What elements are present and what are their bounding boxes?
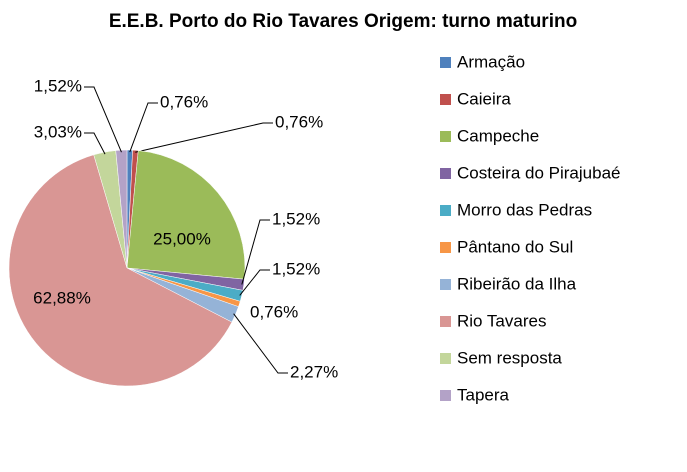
legend-swatch <box>440 279 451 290</box>
legend-label: Caieira <box>457 89 511 108</box>
leader-line <box>84 86 122 153</box>
legend-label: Rio Tavares <box>457 311 546 330</box>
leader-line <box>129 102 158 153</box>
legend-swatch <box>440 94 451 105</box>
legend-label: Costeira do Pirajubaé <box>457 163 620 182</box>
pie-slice <box>8 154 233 387</box>
legend-swatch <box>440 390 451 401</box>
legend-label: Pântano do Sul <box>457 237 573 256</box>
data-label: 0,76% <box>275 112 323 131</box>
legend-swatch <box>440 131 451 142</box>
data-label: 1,52% <box>34 76 82 95</box>
leader-line <box>135 122 273 153</box>
pie-slice <box>115 149 128 269</box>
legend-swatch <box>440 242 451 253</box>
data-label: 25,00% <box>153 229 211 248</box>
leader-line <box>233 313 288 374</box>
data-label: 1,52% <box>272 259 320 278</box>
leader-line <box>84 132 106 155</box>
leader-line <box>239 269 270 296</box>
legend-label: Ribeirão da Ilha <box>457 274 577 293</box>
legend-label: Morro das Pedras <box>457 200 592 219</box>
data-label: 3,03% <box>34 122 82 141</box>
legend-swatch <box>440 353 451 364</box>
legend-label: Campeche <box>457 126 539 145</box>
legend-swatch <box>440 57 451 68</box>
legend-swatch <box>440 168 451 179</box>
legend-label: Armação <box>457 52 525 71</box>
leader-line <box>241 219 270 285</box>
data-label: 62,88% <box>33 288 91 307</box>
legend-label: Tapera <box>457 385 510 404</box>
data-label: 0,76% <box>160 92 208 111</box>
legend-swatch <box>440 205 451 216</box>
legend-label: Sem resposta <box>457 348 562 367</box>
chart-title: E.E.B. Porto do Rio Tavares Origem: turn… <box>108 11 578 32</box>
data-label: 1,52% <box>272 209 320 228</box>
legend-swatch <box>440 316 451 327</box>
data-label: 0,76% <box>250 302 298 321</box>
data-label: 2,27% <box>290 362 338 381</box>
pie-slice <box>126 150 246 280</box>
